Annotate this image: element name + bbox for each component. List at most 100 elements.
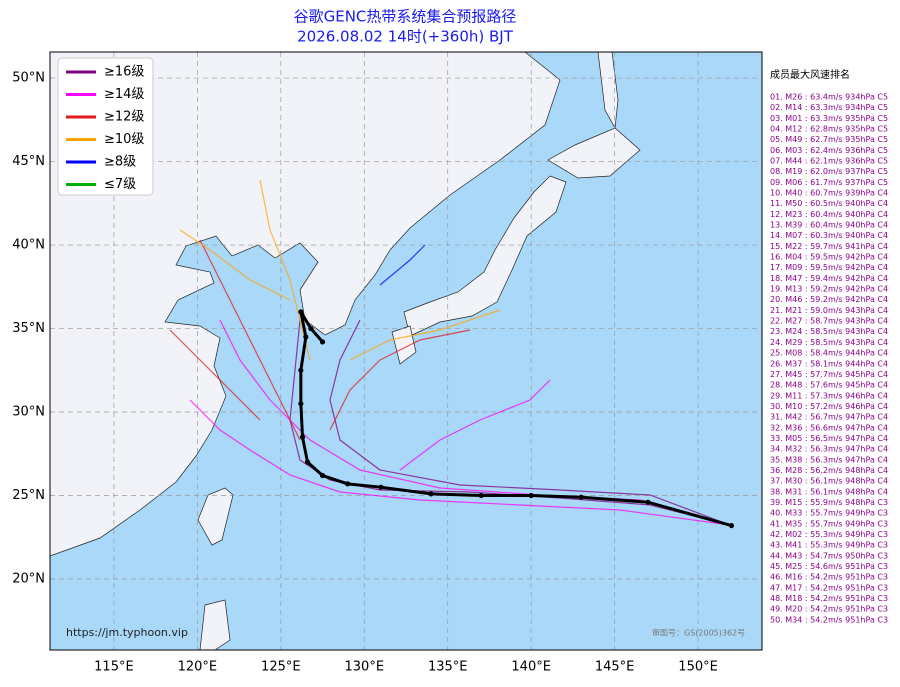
ranking-entry: 06. M03 : 62.4m/s 936hPa C5 (770, 146, 888, 155)
ranking-entry: 43. M41 : 55.3m/s 949hPa C3 (770, 541, 888, 550)
hokkaido (547, 127, 641, 179)
honshu (403, 175, 567, 337)
mean-track-point (308, 325, 314, 332)
ranking-entry: 20. M46 : 59.2m/s 942hPa C4 (770, 295, 888, 304)
ranking-entry: 29. M11 : 57.3m/s 946hPa C4 (770, 391, 888, 400)
legend-label: ≥8级 (104, 155, 136, 170)
ranking-entry: 22. M27 : 58.7m/s 943hPa C4 (770, 317, 888, 326)
legend-label: ≥12级 (104, 110, 144, 125)
ranking-entry: 04. M12 : 62.8m/s 935hPa C5 (770, 125, 888, 134)
track (349, 309, 501, 361)
mean-track-point (303, 334, 309, 340)
x-tick-label: 130°E (345, 660, 385, 675)
ranking-entry: 01. M26 : 63.4m/s 934hPa C5 (770, 93, 888, 102)
mean-track-point (299, 434, 306, 440)
mean-track-point (298, 401, 304, 407)
y-tick-label: 50°N (12, 71, 45, 86)
x-tick-label: 145°E (595, 660, 635, 675)
frame (49, 51, 763, 651)
ranking-entry: 14. M07 : 60.3m/s 940hPa C4 (770, 231, 888, 240)
track (329, 319, 731, 526)
track (379, 244, 426, 286)
taiwan (197, 487, 234, 546)
legend-label: ≥14级 (104, 87, 144, 102)
x-tick-label: 120°E (178, 660, 218, 675)
mean-track-point (319, 339, 326, 345)
ranking-entry: 30. M10 : 57.2m/s 946hPa C4 (770, 402, 888, 411)
track (179, 229, 291, 301)
ranking: 成员最大风速排名 01. M26 : 63.4m/s 934hPa C502. … (770, 68, 888, 624)
url: https://jm.typhoon.vip (66, 626, 188, 639)
track (259, 179, 311, 361)
mean-track-point (578, 494, 584, 500)
ranking-entry: 23. M24 : 58.5m/s 943hPa C4 (770, 327, 888, 336)
y-tick-label: 25°N (12, 488, 45, 503)
ranking-entry: 50. M34 : 54.2m/s 951hPa C3 (770, 615, 888, 624)
legend-label: ≥16级 (104, 65, 144, 80)
ranking-title: 成员最大风速排名 (770, 68, 850, 81)
y-tick-label: 45°N (12, 154, 45, 169)
mean-track-point (319, 472, 326, 479)
approval: 审图号：GS(2005)362号 (652, 628, 745, 638)
subtitle: 2026.08.02 14时(+360h) BJT (297, 28, 514, 46)
y-tick-label: 40°N (12, 238, 45, 253)
ranking-entry: 07. M44 : 62.1m/s 936hPa C5 (770, 157, 888, 166)
ranking-entry: 08. M19 : 62.0m/s 937hPa C5 (770, 167, 888, 176)
track (329, 329, 471, 431)
ranking-entry: 13. M39 : 60.4m/s 940hPa C4 (770, 221, 888, 230)
legend: ≥16级 ≥14级 ≥12级 ≥10级 ≥8级 ≤7级 (57, 57, 154, 196)
mean-track-point (478, 492, 484, 499)
mean-track-point (728, 522, 735, 529)
ranking-entry: 48. M18 : 54.2m/s 951hPa C3 (770, 594, 888, 603)
ranking-entry: 42. M02 : 55.3m/s 949hPa C3 (770, 530, 888, 539)
ranking-entry: 27. M45 : 57.7m/s 945hPa C4 (770, 370, 888, 379)
ranking-entry: 37. M30 : 56.1m/s 948hPa C4 (770, 477, 888, 486)
mean-track-point (304, 459, 311, 465)
ranking-entry: 09. M06 : 61.7m/s 937hPa C5 (770, 178, 888, 187)
mean-track-point (528, 492, 534, 499)
x-tick-label: 115°E (94, 660, 134, 675)
x-tick-label: 140°E (511, 660, 551, 675)
ranking-entry: 40. M33 : 55.7m/s 949hPa C3 (770, 509, 888, 518)
ranking-entry: 38. M31 : 56.1m/s 948hPa C4 (770, 487, 888, 496)
ranking-entry: 33. M05 : 56.5m/s 947hPa C4 (770, 434, 888, 443)
ranking-entry: 39. M15 : 55.9m/s 948hPa C3 (770, 498, 888, 507)
ranking-entry: 31. M42 : 56.7m/s 947hPa C4 (770, 413, 888, 422)
luzon (199, 599, 231, 651)
ranking-entry: 15. M22 : 59.7m/s 941hPa C4 (770, 242, 888, 251)
ranking-entry: 21. M21 : 59.0m/s 943hPa C4 (770, 306, 888, 315)
legend-label: ≥10级 (104, 132, 144, 147)
ranking-entry: 24. M29 : 58.5m/s 943hPa C4 (770, 338, 888, 347)
mean-track-point (344, 481, 351, 487)
ranking-entry: 28. M48 : 57.6m/s 945hPa C4 (770, 381, 888, 390)
legend-label: ≤7级 (104, 177, 136, 192)
y-tick-label: 35°N (12, 321, 45, 336)
title: 谷歌GENC热带系统集合预报路径 (294, 8, 517, 26)
track (399, 379, 551, 471)
y-tick-label: 20°N (12, 572, 45, 587)
ranking-entry: 12. M23 : 60.4m/s 940hPa C4 (770, 210, 888, 219)
track (199, 239, 301, 441)
ranking-entry: 44. M43 : 54.7m/s 950hPa C3 (770, 551, 888, 560)
mean-track-point (428, 491, 434, 497)
x-tick-label: 125°E (261, 660, 301, 675)
ranking-entry: 35. M38 : 56.3m/s 947hPa C4 (770, 455, 888, 464)
track (189, 399, 731, 526)
x-tick-label: 135°E (428, 660, 468, 675)
ranking-entry: 17. M09 : 59.5m/s 942hPa C4 (770, 263, 888, 272)
mean-track-point (378, 484, 384, 490)
ranking-entry: 26. M37 : 58.1m/s 944hPa C4 (770, 359, 888, 368)
ranking-entry: 41. M35 : 55.7m/s 949hPa C3 (770, 519, 888, 528)
grid (50, 52, 762, 650)
ranking-entry: 47. M17 : 54.2m/s 951hPa C3 (770, 583, 888, 592)
mean-track-point (298, 309, 304, 315)
ranking-entry: 16. M04 : 59.5m/s 942hPa C4 (770, 253, 888, 262)
ranking-entry: 36. M28 : 56.2m/s 948hPa C4 (770, 466, 888, 475)
ranking-entry: 11. M50 : 60.5m/s 940hPa C4 (770, 199, 888, 208)
ranking-entry: 32. M36 : 56.6m/s 947hPa C4 (770, 423, 888, 432)
ranking-entry: 45. M25 : 54.6m/s 951hPa C3 (770, 562, 888, 571)
y-tick-label: 30°N (12, 405, 45, 420)
mean-track-point (645, 499, 651, 505)
ranking-entry: 03. M01 : 63.3m/s 935hPa C5 (770, 114, 888, 123)
